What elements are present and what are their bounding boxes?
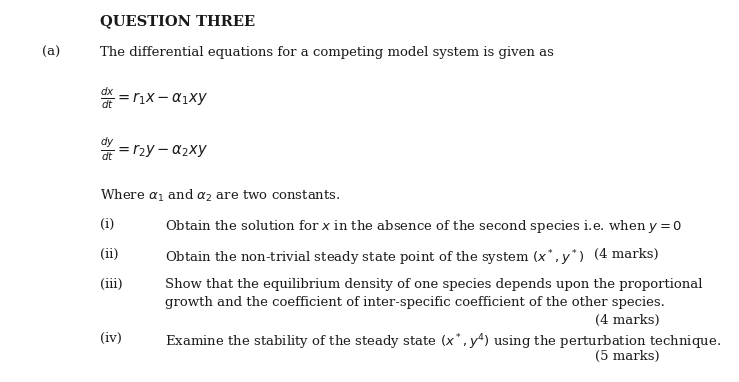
Text: Examine the stability of the steady state $(x^*, y^4)$ using the perturbation te: Examine the stability of the steady stat… [165,332,721,351]
Text: (iv): (iv) [100,332,122,345]
Text: Obtain the non-trivial steady state point of the system $(x^*, y^*)$: Obtain the non-trivial steady state poin… [165,248,585,268]
Text: growth and the coefficient of inter-specific coefficient of the other species.: growth and the coefficient of inter-spec… [165,296,665,309]
Text: Obtain the solution for $x$ in the absence of the second species i.e. when $y = : Obtain the solution for $x$ in the absen… [165,218,682,235]
Text: $\frac{dy}{dt} = r_2 y - \alpha_2 xy$: $\frac{dy}{dt} = r_2 y - \alpha_2 xy$ [100,136,208,163]
Text: (i): (i) [100,218,115,231]
Text: (iii): (iii) [100,278,123,291]
Text: (5 marks): (5 marks) [596,350,660,363]
Text: $\frac{dx}{dt} = r_1 x - \alpha_1 xy$: $\frac{dx}{dt} = r_1 x - \alpha_1 xy$ [100,86,208,112]
Text: (ii): (ii) [100,248,118,261]
Text: Where $\alpha_1$ and $\alpha_2$ are two constants.: Where $\alpha_1$ and $\alpha_2$ are two … [100,188,341,204]
Text: (a): (a) [42,46,61,59]
Text: (4 marks): (4 marks) [596,314,660,327]
Text: (4 marks): (4 marks) [594,248,658,261]
Text: The differential equations for a competing model system is given as: The differential equations for a competi… [100,46,554,59]
Text: Show that the equilibrium density of one species depends upon the proportional: Show that the equilibrium density of one… [165,278,703,291]
Text: QUESTION THREE: QUESTION THREE [100,14,255,28]
